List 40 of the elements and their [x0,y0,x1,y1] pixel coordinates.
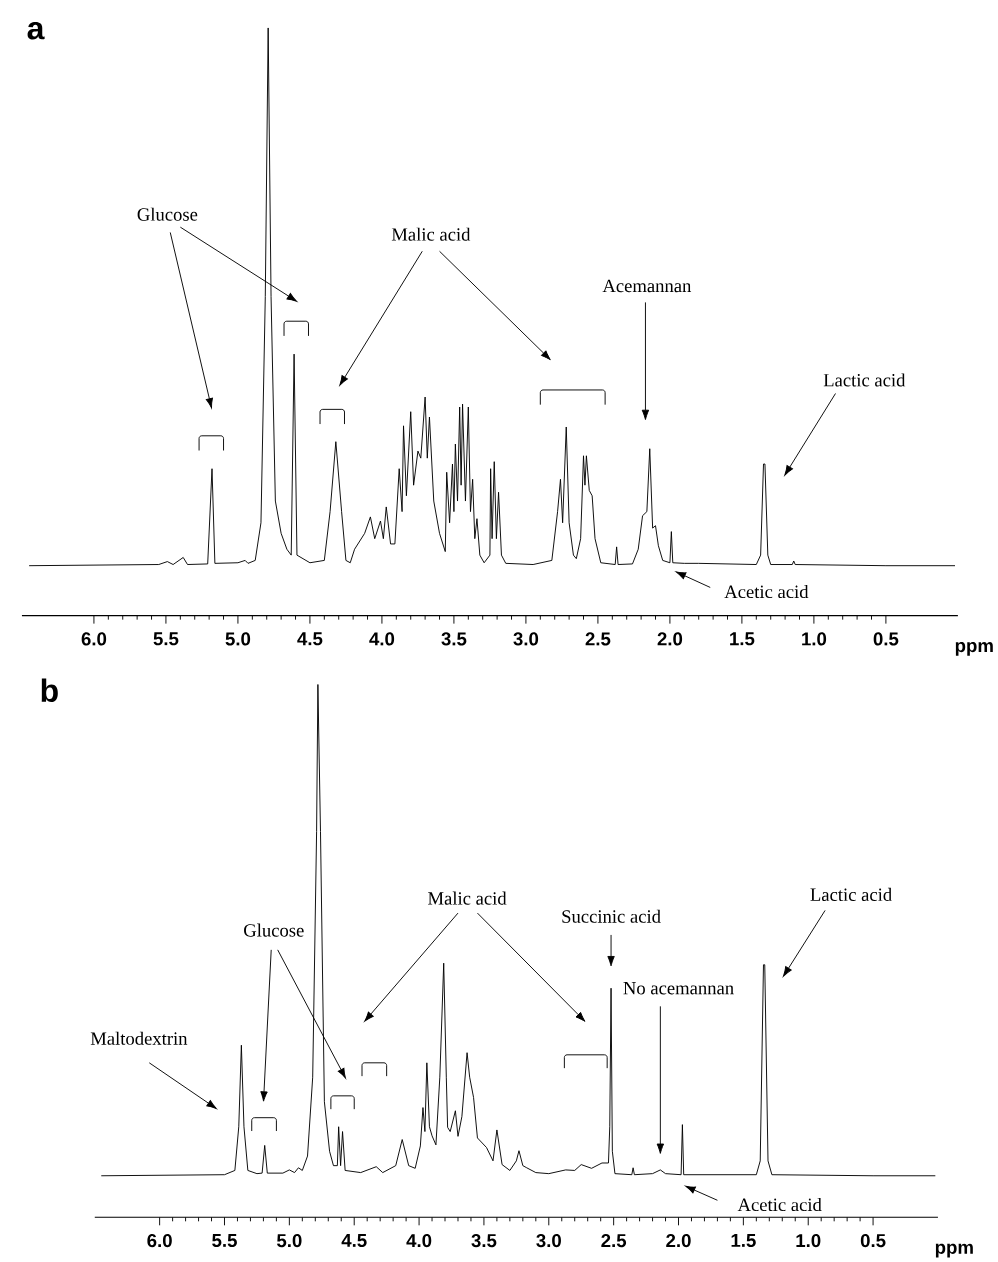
x-tick-label: 4.0 [369,632,394,646]
chart-title: a [27,22,45,40]
x-tick-label: 5.0 [276,1234,302,1248]
annotation: Malic acid [391,227,471,241]
annotation: Acetic acid [724,584,809,599]
annotation: Lactic acid [823,373,906,387]
x-tick-label: 3.5 [441,632,467,646]
annotation: Lactic acid [810,887,892,901]
annotation: Maltodextrin [90,1031,188,1045]
x-tick-label: 3.5 [471,1234,497,1248]
x-tick-label: 2.0 [666,1234,691,1248]
x-tick-label: 3.0 [536,1234,561,1248]
annotation: Acemannan [602,279,691,293]
x-tick-label: 0.5 [873,632,899,646]
annotation: Glucose [137,207,198,221]
x-tick-label: 1.0 [796,1234,821,1248]
annotation: Glucose [243,923,304,937]
chart-title: b [41,678,58,703]
x-tick-label: 4.5 [341,1234,367,1248]
x-tick-label: 0.5 [860,1234,886,1248]
annotation: No acemannan [623,982,734,995]
x-tick-label: 4.5 [297,632,323,646]
x-tick-label: 5.5 [153,632,179,646]
x-tick-label: 6.0 [147,1234,172,1248]
x-tick-label: 5.0 [225,632,250,646]
x-tick-label: 6.0 [81,632,106,646]
x-axis-title: ppm [955,641,993,656]
x-tick-label: 1.5 [731,1234,756,1248]
x-tick-label: 1.5 [729,632,755,646]
x-tick-label: 2.5 [601,1234,626,1248]
annotation: Malic acid [427,891,507,905]
x-tick-label: 3.0 [513,632,538,646]
annotation: Acetic acid [737,1197,822,1212]
annotation: Succinic acid [562,909,661,923]
x-axis-title: ppm [935,1243,973,1258]
x-tick-label: 2.5 [585,632,611,646]
x-tick-label: 1.0 [801,632,826,646]
x-tick-label: 5.5 [211,1234,237,1248]
x-tick-label: 4.0 [406,1234,432,1248]
x-tick-label: 2.0 [657,632,682,646]
